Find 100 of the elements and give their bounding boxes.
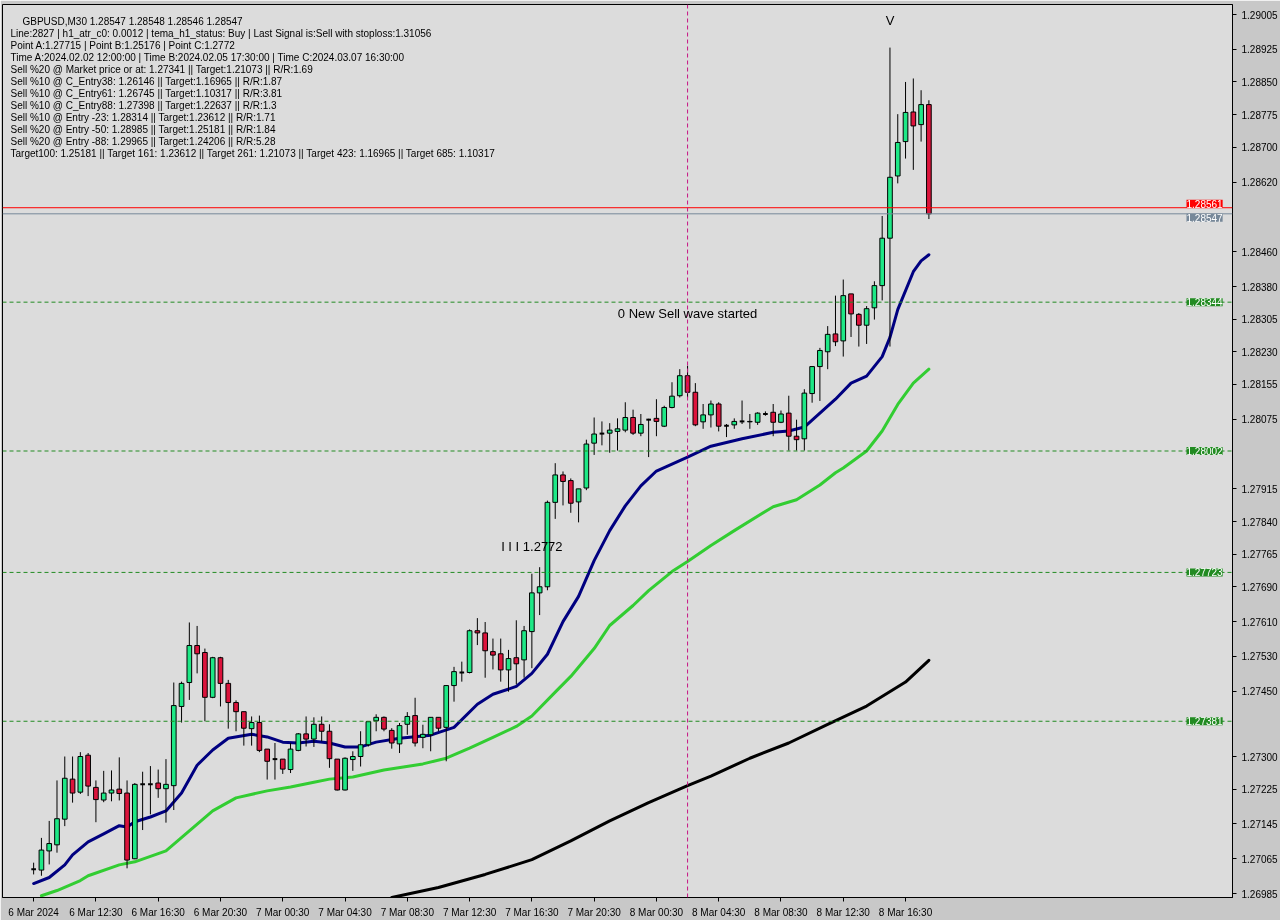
candlestick	[871, 280, 878, 321]
candlestick	[817, 347, 823, 402]
candlestick	[513, 619, 520, 685]
candlestick	[708, 400, 714, 428]
candlestick	[622, 401, 629, 433]
annotation: Time A:2024.02.02 12:00:00 | Time B:2024.02.05 17:30:00 | Time C:2024.03.07 16:30:00	[10, 51, 405, 63]
y-tick-label: 1.28775	[1241, 109, 1279, 121]
candlestick	[303, 715, 309, 747]
text: GBPUSD,M30 1.28547 1.28548 1.28546 1.28547	[22, 15, 244, 27]
candlestick	[155, 769, 162, 799]
x-tick-label: 7 Mar 16:30	[505, 906, 559, 918]
x-tick-label: 6 Mar 16:30	[131, 906, 186, 918]
y-tick-label: 1.27065	[1241, 853, 1279, 865]
y-tick-label: 1.29005	[1241, 9, 1279, 21]
ref-line-label: 1.28561	[1186, 198, 1224, 210]
x-tick-label: 7 Mar 04:30	[318, 906, 373, 918]
y-tick-label: 1.28075	[1241, 414, 1279, 426]
y-tick-label: 1.28380	[1241, 281, 1279, 293]
y-tick-label: 1.27915	[1241, 483, 1279, 495]
annotation: Sell %20 @ Entry -50: 1.28985 || Target:1.25181 || R/R:1.84	[10, 123, 276, 135]
candlestick	[715, 401, 722, 432]
ref-line-label: 1.27723	[1186, 567, 1224, 579]
candlestick	[100, 770, 107, 803]
candlestick	[606, 422, 613, 454]
candlestick	[93, 779, 99, 823]
x-tick-label: 8 Mar 12:30	[816, 906, 871, 918]
candlestick	[536, 566, 543, 616]
annotation: Line:2827 | h1_atr_c0: 0.0012 | tema_h1_status: Buy | Last Signal is:Sell with stoploss:1.31056	[10, 27, 432, 39]
x-tick-label: 7 Mar 12:30	[442, 906, 497, 918]
candlestick	[108, 769, 115, 802]
annotation: Sell %20 @ Market price or at: 1.27341 || Target:1.21073 || R/R:1.69	[10, 63, 314, 75]
candlestick	[669, 381, 675, 409]
ref-line-label: 1.28002	[1186, 446, 1224, 457]
ref-line-label: 1.28344	[1186, 297, 1224, 309]
candlestick	[396, 722, 403, 754]
candlestick	[653, 398, 660, 437]
candlestick	[490, 638, 496, 670]
candlestick	[638, 413, 644, 437]
y-tick-label: 1.27145	[1241, 818, 1279, 830]
x-tick-label: 7 Mar 20:30	[567, 906, 622, 918]
candlestick	[482, 621, 488, 679]
candlestick	[38, 837, 45, 877]
candlestick	[357, 730, 364, 768]
candlestick	[404, 711, 411, 736]
annotation: Sell %10 @ C_Entry61: 1.26745 || Target:1.10317 || R/R:3.81	[10, 87, 283, 99]
candlestick	[311, 716, 317, 748]
candlestick	[848, 293, 854, 338]
candlestick	[46, 820, 53, 865]
annotation: Sell %10 @ Entry -23: 1.28314 || Target:1.23612 || R/R:1.71	[10, 111, 276, 123]
y-tick-label: 1.28700	[1241, 142, 1279, 154]
candlestick	[567, 477, 574, 514]
y-tick-label: 1.26985	[1241, 888, 1279, 900]
candlestick	[575, 488, 582, 523]
y-tick-label: 1.28155	[1241, 379, 1279, 391]
x-tick-label: 7 Mar 08:30	[380, 906, 435, 918]
candlestick	[560, 470, 566, 506]
annotation: V	[885, 12, 895, 28]
y-tick-label: 1.28460	[1241, 246, 1279, 258]
x-tick-label: 8 Mar 04:30	[692, 906, 746, 918]
candlestick	[264, 748, 271, 781]
candlestick	[194, 625, 200, 674]
candlestick	[505, 649, 512, 693]
annotation: Sell %10 @ C_Entry88: 1.27398 || Target:1.22637 || R/R:1.3	[10, 99, 278, 111]
y-tick-label: 1.27610	[1241, 616, 1279, 628]
candlestick	[497, 638, 504, 683]
y-tick-label: 1.27840	[1241, 516, 1279, 528]
candlestick	[240, 711, 247, 747]
y-tick-label: 1.27765	[1241, 549, 1279, 561]
y-tick-label: 1.27690	[1241, 581, 1279, 593]
candlestick	[614, 417, 621, 452]
y-tick-label: 1.27300	[1241, 751, 1279, 763]
candlestick	[147, 765, 154, 815]
candlestick	[318, 715, 325, 742]
candlestick	[591, 416, 597, 456]
x-tick-label: 8 Mar 00:30	[629, 906, 684, 918]
ref-line-label: 1.27381	[1186, 716, 1224, 728]
annotation: 0 New Sell wave started	[617, 306, 758, 322]
y-tick-label: 1.27450	[1241, 686, 1279, 698]
candlestick	[139, 771, 146, 831]
candlestick	[116, 756, 123, 801]
candlestick	[630, 409, 636, 436]
annotation: Target100: 1.25181 || Target 161: 1.23612 || Target 261: 1.21073 || Target 423: 1.16965 || Target 685: 1.10317	[10, 147, 496, 159]
candlestick	[863, 305, 870, 345]
candlestick	[233, 699, 239, 732]
candlestick	[770, 403, 777, 437]
candlestick	[785, 395, 792, 452]
y-tick-label: 1.28620	[1241, 177, 1279, 189]
candlestick	[163, 758, 169, 824]
candlestick	[700, 403, 706, 430]
x-tick-label: 6 Mar 12:30	[69, 906, 124, 918]
candlestick	[451, 666, 457, 703]
candlestick	[918, 89, 924, 143]
annotation: Sell %10 @ C_Entry38: 1.26146 || Target:1.16965 || R/R:1.87	[10, 75, 283, 87]
y-tick-label: 1.27225	[1241, 784, 1279, 796]
x-tick-label: 6 Mar 20:30	[193, 906, 248, 918]
x-tick-label: 7 Mar 00:30	[256, 906, 310, 918]
line-series	[39, 367, 931, 898]
candlestick	[420, 724, 426, 749]
y-tick-label: 1.28850	[1241, 76, 1279, 88]
candlestick	[676, 368, 683, 398]
